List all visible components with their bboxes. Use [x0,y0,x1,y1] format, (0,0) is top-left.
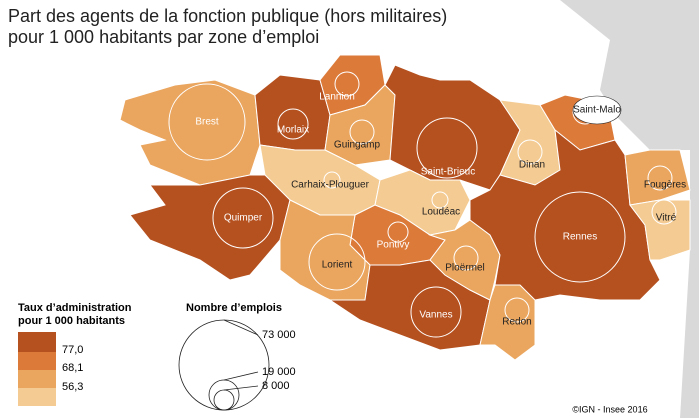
employment-circle [277,108,309,140]
employment-circle [308,233,366,291]
legend-swatch [18,332,56,352]
zone [129,174,291,281]
zone-label: Saint-Malo [573,105,621,116]
legend-swatch [18,370,56,388]
size-legend [178,319,270,411]
employment-circle [651,199,677,225]
employment-circle [453,245,479,271]
employment-circle [168,83,246,161]
zone [428,219,501,301]
legend-title: Taux d’administration [18,302,132,314]
employment-circle [387,221,409,243]
legend-threshold: 56,3 [62,381,83,393]
size-label: 19 000 [262,366,296,378]
zone-label: Loudéac [422,207,460,218]
zone-label: Lorient [322,260,353,271]
legend-swatch [18,388,56,406]
zone-label: Redon [502,317,531,328]
title: pour 1 000 habitants par zone d’emploi [8,27,319,47]
employment-circle [416,117,478,179]
zone-label: Vitré [656,213,677,224]
zone-label: Pontivy [377,240,410,251]
zone-label: Guingamp [334,140,381,151]
employment-circle [212,187,274,249]
neighbouring-land [560,0,699,418]
employment-circle [349,119,375,145]
legend-swatch [18,352,56,370]
zone-label: Rennes [563,232,597,243]
label-bubble [572,95,622,125]
employment-circle [517,139,543,165]
employment-circle [334,71,360,97]
zone [624,149,691,206]
legend-title: pour 1 000 habitants [18,315,125,327]
employment-circle [431,191,449,209]
legend-title: Nombre d’emplois [186,302,282,314]
zone-label: Lannion [319,92,355,103]
size-label: 8 000 [262,380,290,392]
legend-threshold: 77,0 [62,344,83,356]
employment-circle [410,286,462,338]
employment-circle [647,165,673,191]
credit: ©IGN - Insee 2016 [572,404,647,414]
zone-label: Carhaix-Plouguer [291,180,369,191]
employment-circle [504,297,530,323]
zone [119,79,261,186]
zone-label: Brest [195,117,219,128]
zone-label: Saint-Brieuc [421,167,475,178]
legend-threshold: 68,1 [62,362,83,374]
zone-label: Dinan [519,160,545,171]
zone-label: Vannes [419,310,452,321]
size-label: 73 000 [262,329,296,341]
title: Part des agents de la fonction publique … [8,6,447,26]
employment-circle [534,191,626,283]
zone-label: Quimper [224,213,263,224]
zone-label: Ploërmel [445,263,484,274]
zone-label: Fougères [644,180,686,191]
zone [469,128,661,301]
employment-circle [323,171,341,189]
zone-label: Morlaix [277,125,309,136]
